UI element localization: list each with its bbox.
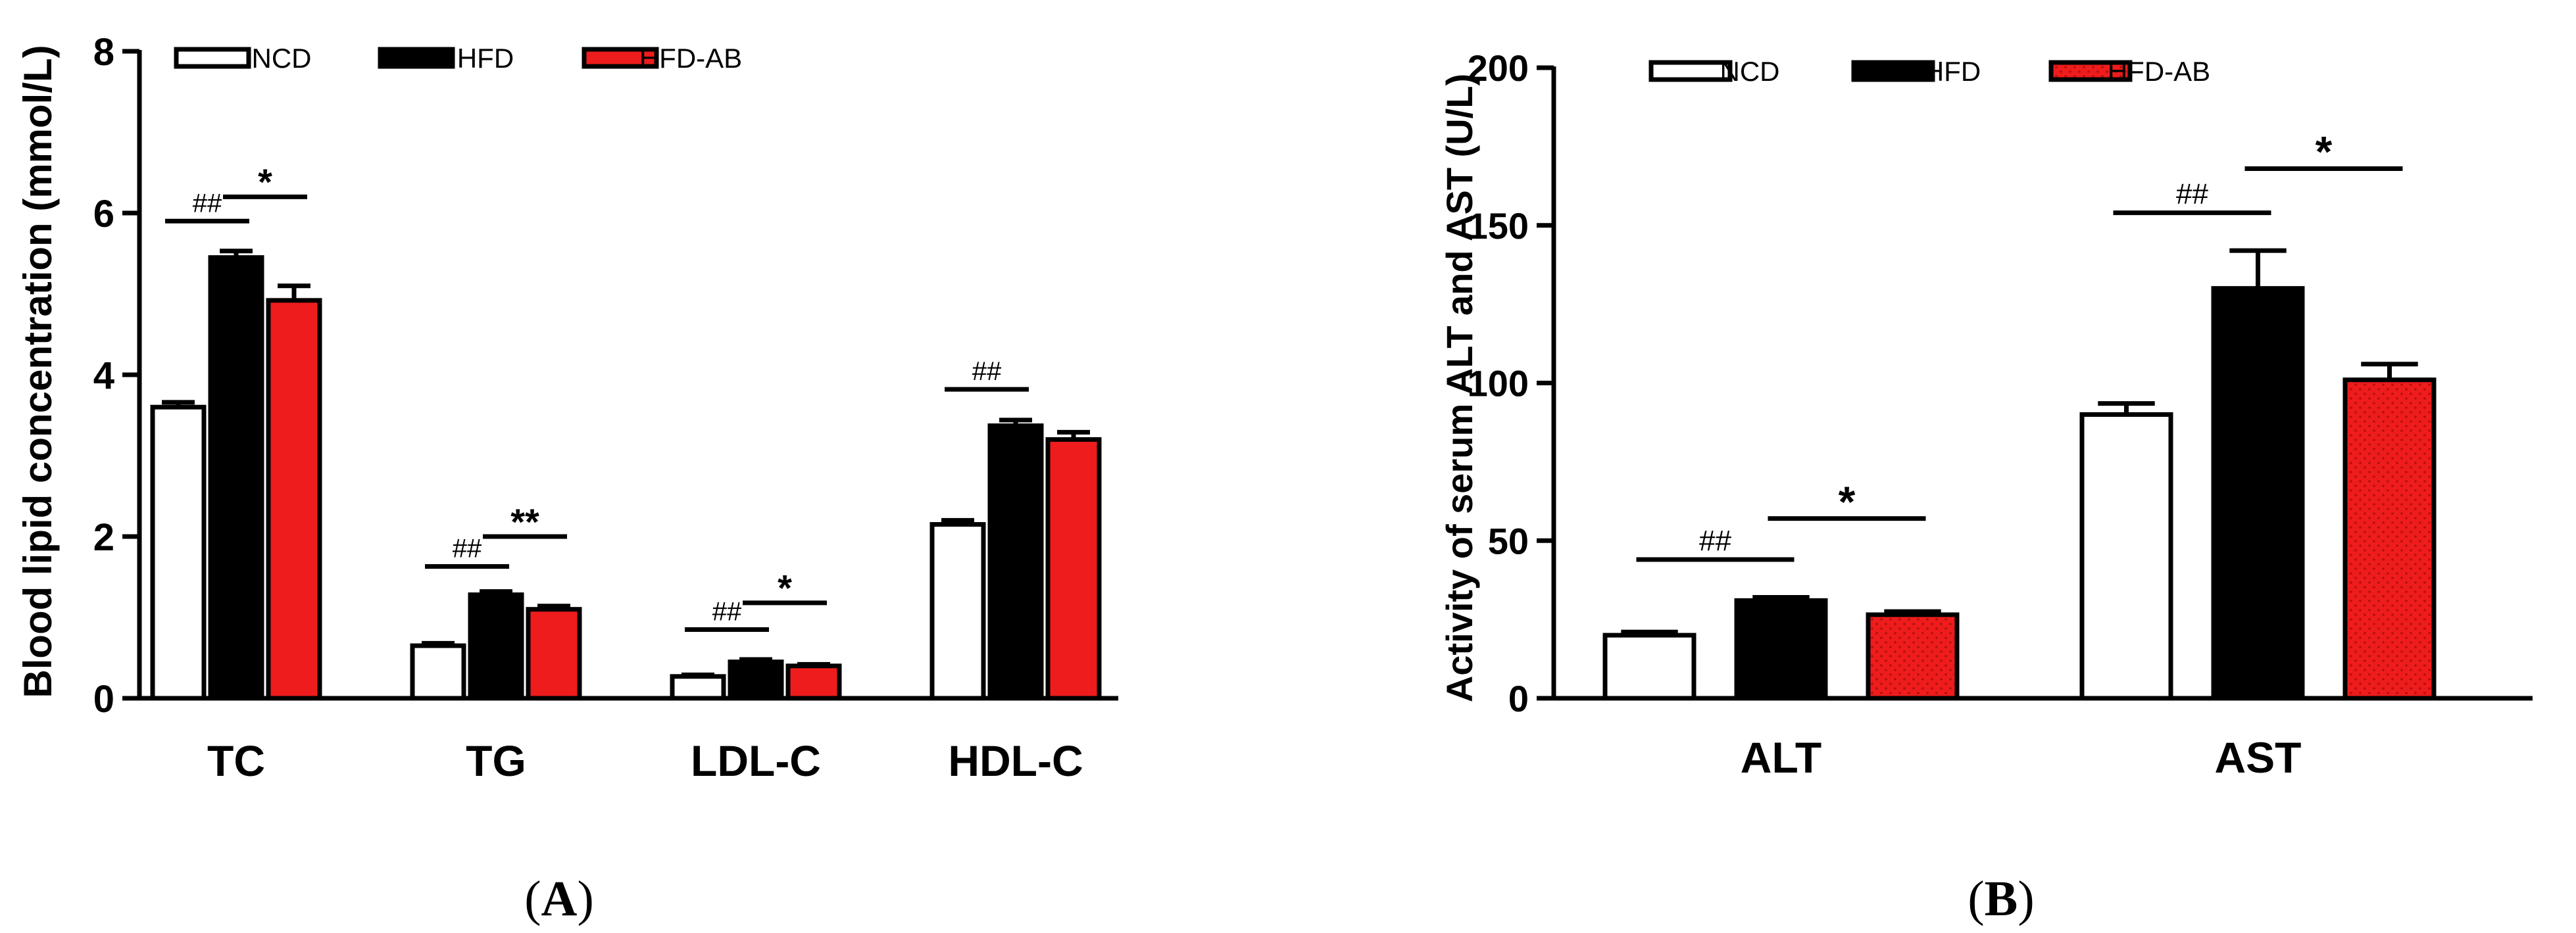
bar-ldl-c-ncd: [670, 674, 726, 701]
y-tick-label: 6: [93, 193, 114, 235]
significance-marker: ##: [2176, 178, 2208, 210]
x-category-label: TC: [207, 736, 265, 785]
significance-marker: *: [1839, 477, 1856, 526]
significance-marker: *: [2316, 128, 2333, 176]
y-tick-label: 2: [93, 516, 114, 559]
x-category-label: LDL-C: [691, 736, 821, 785]
y-axis-label-b: Activity of serum ALT and AST (U/L): [1439, 74, 1480, 702]
bar-ast-hfd: [2211, 286, 2305, 701]
legend-swatch-hfd: [378, 47, 455, 69]
panel-letter-a: A: [541, 871, 578, 926]
legend-swatch-hfd: [1851, 60, 1935, 82]
panel-letter-b: B: [1985, 871, 2018, 926]
plot-area-a: 0 2 4 6 8 TC TG LDL-C HDL-C ## * ## ** ## * ##: [93, 31, 1118, 785]
y-tick-label: 8: [93, 31, 114, 74]
bar-alt-hfd-ab: [1866, 612, 1960, 701]
bar-ldl-c-hfd: [728, 659, 784, 701]
y-tick-label: 100: [1468, 363, 1529, 404]
bar-hdl-c-hfd-ab: [1045, 437, 1102, 701]
significance-marker: ##: [453, 535, 482, 563]
y-tick-label: 50: [1488, 520, 1529, 562]
legend-label-hfd: HFD: [457, 43, 514, 74]
bar-ldl-c-hfd-ab: [785, 663, 842, 701]
bar-tg-hfd-ab: [526, 607, 582, 701]
legend-label-hfd-ab: HFD-AB: [2108, 56, 2210, 87]
y-tick-label: 200: [1468, 47, 1529, 89]
legend-label-ncd: NCD: [1720, 56, 1780, 87]
panel-label-a: (A): [524, 871, 594, 926]
y-axis-title-a: Blood lipid concentration (mmol/L): [16, 45, 60, 698]
significance-marker: ##: [712, 597, 742, 626]
y-tick-label: 0: [93, 678, 114, 721]
y-axis-title-b: Activity of serum ALT and AST (U/L): [1439, 74, 1480, 702]
significance-marker: ##: [193, 189, 222, 218]
y-axis-label-a: Blood lipid concentration (mmol/L): [16, 45, 60, 698]
significance-marker: *: [258, 161, 272, 203]
bar-tc-ncd: [150, 404, 207, 701]
legend-a: NCD HFD HFD-AB: [174, 43, 742, 74]
significance-marker: ##: [972, 357, 1002, 386]
bar-ast-hfd-ab: [2342, 377, 2437, 701]
legend-label-ncd: NCD: [252, 43, 312, 74]
legend-swatch-hfd-ab: [2048, 60, 2133, 82]
bar-tg-hfd: [468, 592, 524, 701]
legend-label-hfd-ab: HFD-AB: [639, 43, 742, 74]
bar-alt-hfd: [1734, 598, 1828, 701]
legend-swatch-ncd: [174, 47, 251, 69]
bar-ast-ncd: [2079, 412, 2173, 701]
bar-tg-ncd: [410, 643, 466, 701]
y-tick-label: 150: [1468, 205, 1529, 247]
plot-area-b: 0 50 100 150 200 ALT AST ## * ## *: [1468, 47, 2533, 782]
x-category-label: TG: [466, 736, 526, 785]
legend-b: NCD HFD HFD-AB: [1648, 56, 2210, 87]
legend-label-hfd: HFD: [1924, 56, 1981, 87]
bar-hdl-c-ncd: [929, 522, 986, 701]
x-category-label: ALT: [1741, 733, 1821, 782]
bar-hdl-c-hfd: [987, 423, 1044, 701]
x-category-label: HDL-C: [948, 736, 1083, 785]
y-tick-label: 0: [1508, 678, 1529, 719]
panel-b-chart: Activity of serum ALT and AST (U/L) NCD H…: [1439, 47, 2533, 926]
legend-swatch-hfd-ab: [582, 47, 659, 69]
y-tick-label: 4: [93, 354, 114, 397]
significance-marker: ##: [1699, 525, 1731, 557]
legend-swatch-ncd: [1648, 60, 1733, 82]
x-category-label: AST: [2215, 733, 2302, 782]
panel-a-chart: Blood lipid concentration (mmol/L) NCD HF…: [16, 31, 1118, 926]
bar-alt-ncd: [1602, 633, 1697, 701]
bar-tc-hfd-ab: [266, 298, 322, 701]
significance-marker: *: [778, 567, 792, 609]
panel-label-b: (B): [1968, 871, 2034, 926]
bar-tc-hfd: [208, 255, 264, 701]
significance-marker: **: [510, 501, 539, 542]
